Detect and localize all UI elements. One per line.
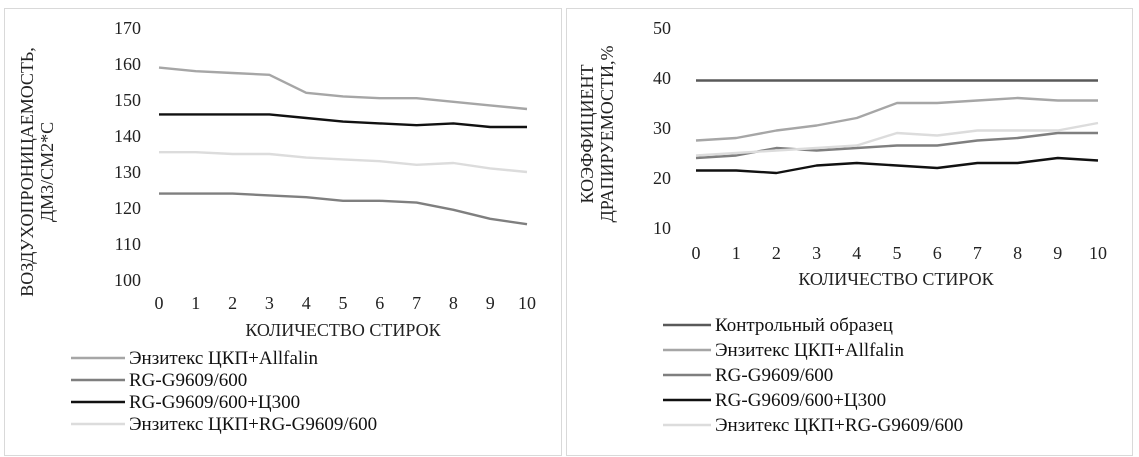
y-tick-label: 10 <box>653 218 671 238</box>
y-tick-label: 160 <box>114 54 141 74</box>
x-tick-label: 9 <box>1053 243 1062 263</box>
y-tick-label: 30 <box>653 118 671 138</box>
x-tick-label: 2 <box>228 293 237 313</box>
y-axis-title-line: ДРАПИРУЕМОСТИ,% <box>597 45 617 222</box>
series-line <box>695 96 1098 142</box>
series-line <box>695 131 1098 160</box>
y-tick-label: 100 <box>114 270 141 290</box>
x-tick-label: 1 <box>191 293 200 313</box>
series-line <box>159 113 527 129</box>
drape-coefficient-chart: 10 20 30 40 50 0 1 2 3 4 5 6 7 8 9 10 КОЛИЧЕСТВО СТИРОК К… <box>577 18 1107 436</box>
legend-label: Энзитекс ЦКП+Allfalin <box>715 340 904 361</box>
y-axis-title: КОЭФФИЦИЕНТ ДРАПИРУЕМОСТИ,% <box>577 45 617 222</box>
legend-label: Контрольный образец <box>715 315 893 336</box>
y-axis-title-line: КОЭФФИЦИЕНТ <box>577 65 597 204</box>
x-tick-label: 8 <box>1013 243 1022 263</box>
y-axis-title: ВОЗДУХОПРОНИЦАЕМОСТЬ, ДМ3/СМ2*С <box>17 47 57 297</box>
x-tick-label: 9 <box>486 293 495 313</box>
series-line <box>159 150 528 174</box>
y-tick-label: 170 <box>114 18 141 38</box>
legend-label: RG-G9609/600 <box>715 365 833 386</box>
x-tick-label: 4 <box>302 293 311 313</box>
legend-label: Энзитекс ЦКП+RG-G9609/600 <box>129 414 377 435</box>
chart-panel-airpermeability: 100 110 120 130 140 150 160 170 0 1 2 3 4 5 6 7 8 9 10 КОЛИ… <box>4 8 562 456</box>
x-tick-label: 10 <box>1089 243 1107 263</box>
series-line <box>159 192 528 226</box>
y-axis-title-line: ВОЗДУХОПРОНИЦАЕМОСТЬ, <box>17 47 37 297</box>
y-tick-label: 40 <box>653 68 671 88</box>
legend-label: Энзитекс ЦКП+RG-G9609/600 <box>715 415 963 436</box>
series-line <box>158 66 528 111</box>
airpermeability-chart: 100 110 120 130 140 150 160 170 0 1 2 3 4 5 6 7 8 9 10 КОЛИ… <box>17 18 536 435</box>
x-tick-label: 5 <box>339 293 348 313</box>
x-tick-label: 10 <box>518 293 536 313</box>
legend-label: RG-G9609/600 <box>129 370 247 391</box>
y-tick-label: 130 <box>114 162 141 182</box>
x-axis-title: КОЛИЧЕСТВО СТИРОК <box>245 320 441 340</box>
x-tick-label: 5 <box>893 243 902 263</box>
x-tick-label: 8 <box>449 293 458 313</box>
x-tick-label: 3 <box>265 293 274 313</box>
x-axis-title: КОЛИЧЕСТВО СТИРОК <box>798 269 994 289</box>
x-tick-label: 6 <box>375 293 384 313</box>
series-line <box>696 156 1099 175</box>
y-tick-label: 150 <box>114 90 141 110</box>
x-tick-label: 6 <box>933 243 942 263</box>
y-tick-label: 20 <box>653 168 671 188</box>
x-tick-label: 2 <box>772 243 781 263</box>
y-tick-label: 140 <box>114 126 141 146</box>
y-tick-label: 50 <box>653 18 671 38</box>
x-tick-label: 7 <box>973 243 982 263</box>
x-tick-label: 3 <box>812 243 821 263</box>
x-tick-label: 0 <box>692 243 701 263</box>
y-tick-label: 120 <box>114 198 141 218</box>
y-axis-title-line: ДМ3/СМ2*С <box>37 122 57 222</box>
x-tick-label: 1 <box>732 243 741 263</box>
series-line <box>695 121 1099 157</box>
x-tick-label: 7 <box>412 293 421 313</box>
x-tick-label: 4 <box>852 243 861 263</box>
legend-label: RG-G9609/600+Ц300 <box>129 392 300 413</box>
y-tick-label: 110 <box>115 234 141 254</box>
x-tick-label: 0 <box>155 293 164 313</box>
legend-label: Энзитекс ЦКП+Allfalin <box>129 348 318 369</box>
chart-panel-drape: 10 20 30 40 50 0 1 2 3 4 5 6 7 8 9 10 КОЛИЧЕСТВО СТИРОК К… <box>566 8 1133 456</box>
legend-label: RG-G9609/600+Ц300 <box>715 390 886 411</box>
